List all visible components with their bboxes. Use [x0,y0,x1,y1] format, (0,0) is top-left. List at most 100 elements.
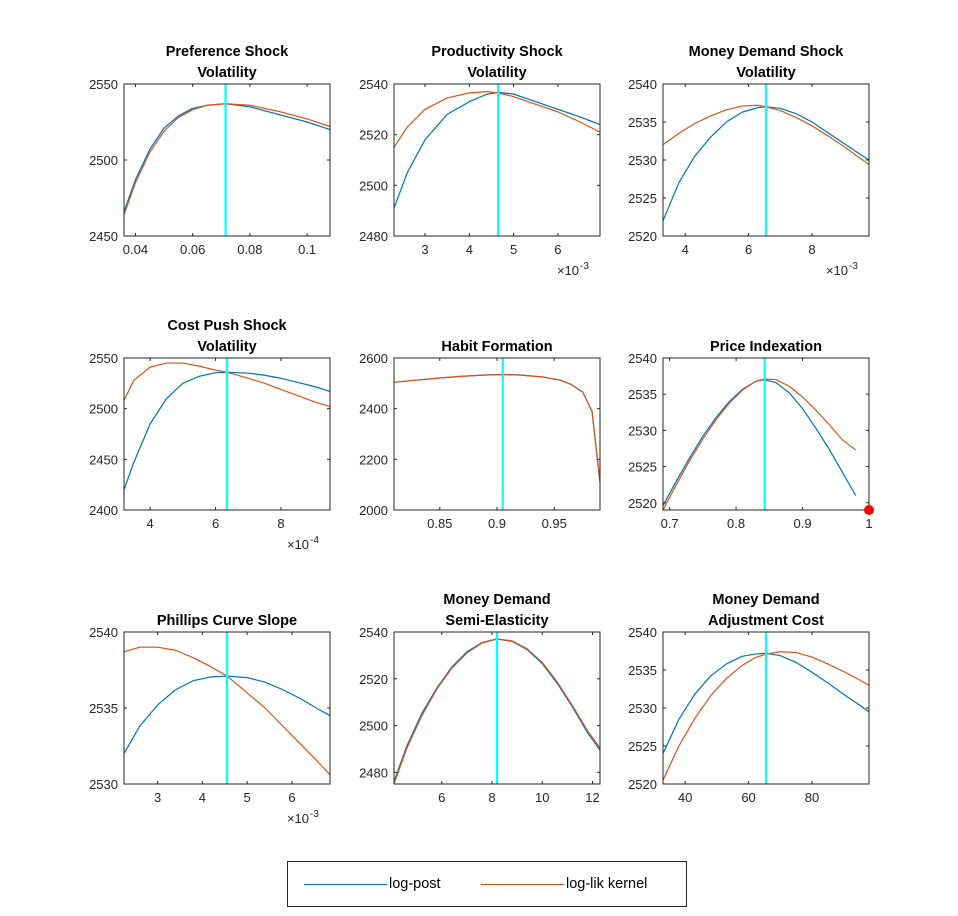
legend-box: log-post log-lik kernel [287,861,687,907]
x-tick-label: 4 [682,242,689,257]
subplot-money-demand-shock-volatility: 4 6 8 2520 2525 2530 2535 2540 ×10 -3 Money Demand… [628,44,870,278]
y-tick-label: 2400 [359,402,388,417]
axes-box [123,357,331,511]
subplot-title: Money Demand [712,592,819,608]
y-tick-label: 2000 [359,503,388,518]
y-tick-label: 2500 [89,402,118,417]
x-tick-label: 8 [808,242,815,257]
x-exponent-power: -3 [310,809,319,820]
plot-data [663,358,857,510]
y-tick-label: 2530 [628,701,657,716]
x-tick-label: 8 [277,516,284,531]
x-tick-label: 80 [805,790,819,805]
y-tick-label: 2540 [628,77,657,92]
x-exponent-power: -3 [849,261,858,272]
legend-label-log-post: log-post [389,876,441,892]
series-line-log-lik-kernel [394,373,600,483]
subplot-productivity-shock-volatility: 3 4 5 6 2480 2500 2520 2540 ×10 -3 Productivity Sh… [359,44,601,278]
x-tick-label: 4 [147,516,154,531]
subplot-title: Money Demand [443,592,550,608]
x-tick-label: 10 [535,790,549,805]
x-tick-label: 6 [288,790,295,805]
subplot-title: Volatility [197,339,256,355]
x-tick-label: 0.8 [727,516,745,531]
y-tick-label: 2520 [628,777,657,792]
x-tick-label: 0.1 [298,242,316,257]
subplot-title: Adjustment Cost [708,613,824,629]
y-tick-label: 2200 [359,452,388,467]
x-tick-label: 60 [741,790,755,805]
y-tick-label: 2535 [628,115,657,130]
x-tick-label: 0.85 [427,516,452,531]
axes-box [662,357,870,511]
plot-area [394,84,600,236]
series-line-log-lik-kernel [394,90,600,148]
x-tick-label: 0.9 [488,516,506,531]
subplot-title: Productivity Shock [431,44,563,60]
x-tick-label: 6 [438,790,445,805]
series-line-log-post [394,91,600,209]
plot-data [124,358,330,510]
y-tick-label: 2525 [628,739,657,754]
subplot-title: Semi-Elasticity [445,613,548,629]
legend-line-log-post [304,883,387,885]
subplot-title: Volatility [197,65,256,81]
subplot-title: Money Demand Shock [689,44,845,60]
legend-item-log-post: log-post [304,862,441,906]
y-tick-label: 2520 [359,128,388,143]
x-tick-label: 3 [154,790,161,805]
subplot-title: Volatility [467,65,526,81]
subplot-preference-shock-volatility: 0.04 0.06 0.08 0.1 2450 2500 2550 Preference Sh… [89,44,331,257]
x-tick-label: 0.06 [180,242,205,257]
y-tick-label: 2540 [628,351,657,366]
y-tick-label: 2500 [359,719,388,734]
x-exponent-power: -3 [580,261,589,272]
x-tick-label: 4 [466,242,473,257]
y-tick-label: 2600 [359,351,388,366]
subplot-cost-push-shock-volatility: 4 6 8 2400 2450 2500 2550 ×10 -4 Cost Push Shock V… [89,318,331,552]
series-line-log-lik-kernel [124,362,330,408]
plot-area [124,84,330,236]
y-tick-label: 2535 [628,663,657,678]
x-tick-label: 5 [244,790,251,805]
y-tick-label: 2500 [359,178,388,193]
plot-data [394,358,600,510]
subplot-price-indexation: 0.7 0.8 0.9 1 2520 2525 2530 2535 2540 Price Inde… [628,339,874,531]
plot-data [124,632,330,784]
subplot-title: Preference Shock [166,44,289,60]
x-tick-label: 8 [488,790,495,805]
x-tick-label: 6 [745,242,752,257]
legend-label-log-lik-kernel: log-lik kernel [566,876,648,892]
series-line-log-post [124,371,330,490]
y-tick-label: 2500 [89,153,118,168]
y-tick-label: 2540 [628,625,657,640]
legend-line-log-lik-kernel [481,883,564,885]
x-exponent-label: ×10 [287,537,309,552]
x-tick-label: 12 [585,790,599,805]
x-tick-label: 40 [678,790,692,805]
y-tick-label: 2520 [359,672,388,687]
axes-box [393,83,601,237]
subplot-habit-formation: 0.85 0.9 0.95 2000 2200 2400 2600 Habit Formati… [359,339,601,531]
subplot-title: Habit Formation [441,339,552,355]
y-tick-label: 2530 [628,153,657,168]
y-tick-label: 2530 [628,423,657,438]
y-tick-label: 2450 [89,452,118,467]
series-line-log-lik-kernel [124,103,330,215]
axes-box [393,631,601,785]
x-tick-label: 0.7 [661,516,679,531]
x-exponent-label: ×10 [826,263,848,278]
subplot-title: Phillips Curve Slope [157,613,297,629]
y-tick-label: 2520 [628,496,657,511]
x-exponent-label: ×10 [287,811,309,826]
plot-data [394,84,600,236]
plot-data [663,632,869,784]
y-tick-label: 2530 [89,777,118,792]
x-exponent-power: -4 [310,535,319,546]
y-tick-label: 2480 [359,229,388,244]
x-tick-label: 1 [865,516,872,531]
subplot-title: Price Indexation [710,339,822,355]
subplot-money-demand-adjustment-cost: 40 60 80 2520 2525 2530 2535 2540 Money Demand Ad… [628,592,870,805]
series-line-log-lik-kernel [663,378,857,510]
y-tick-label: 2540 [359,77,388,92]
